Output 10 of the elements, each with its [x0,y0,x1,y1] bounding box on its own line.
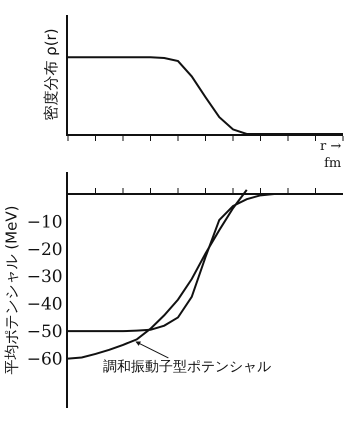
y-tick-label: −40 [26,294,63,315]
y-tick-label: −10 [26,212,63,232]
y-tick-label: −20 [26,240,63,260]
x-axis-title: r → fm [320,139,342,171]
annotation: 調和振動子型ポテンシャル [103,359,271,375]
y-axis-title: 平均ポテンシャル (MeV) [2,206,20,374]
y-tick-label: −30 [26,267,63,288]
y-axis-title: 密度分布 ρ(r) [42,28,60,121]
y-tick-label: −60 [26,350,63,370]
y-tick-label: −50 [26,322,63,342]
